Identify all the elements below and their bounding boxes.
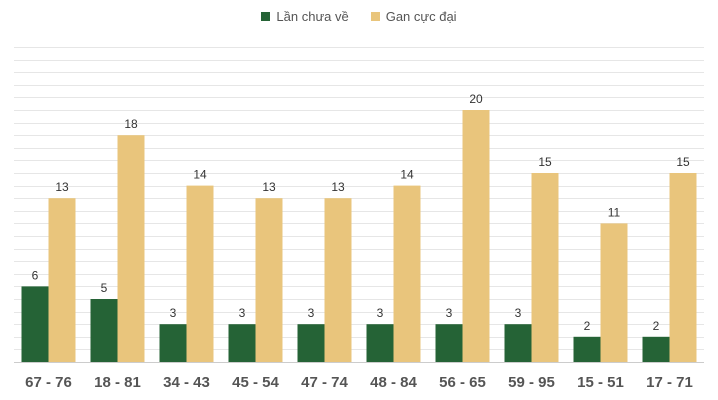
bar-gan-cuc-dai[interactable]	[393, 185, 421, 362]
bar-lan-chua-ve[interactable]	[504, 324, 532, 362]
data-label: 13	[262, 180, 276, 194]
bar-lan-chua-ve[interactable]	[90, 299, 118, 362]
bar-gan-cuc-dai[interactable]	[117, 135, 145, 362]
data-label: 3	[515, 306, 522, 320]
legend-swatch-series-2	[370, 12, 380, 21]
data-label: 6	[32, 268, 39, 282]
x-tick-label: 48 - 84	[370, 374, 417, 391]
bar-gan-cuc-dai[interactable]	[600, 223, 628, 362]
data-label: 14	[400, 168, 414, 182]
x-tick-label: 18 - 81	[94, 374, 141, 391]
bars	[21, 110, 697, 362]
x-tick-label: 47 - 74	[301, 374, 348, 391]
bar-gan-cuc-dai[interactable]	[324, 198, 352, 362]
legend-label-series-2: Gan cực đại	[385, 9, 457, 24]
bar-lan-chua-ve[interactable]	[573, 336, 601, 362]
bar-lan-chua-ve[interactable]	[435, 324, 463, 362]
data-label: 3	[377, 306, 384, 320]
bar-lan-chua-ve[interactable]	[366, 324, 394, 362]
bar-gan-cuc-dai[interactable]	[186, 185, 214, 362]
data-label: 15	[538, 155, 552, 169]
data-label: 15	[676, 155, 690, 169]
data-label: 3	[308, 306, 315, 320]
data-label: 18	[124, 117, 138, 131]
legend: Lần chưa về Gan cực đại	[0, 9, 718, 24]
legend-swatch-series-1	[261, 12, 271, 21]
legend-item-series-2[interactable]: Gan cực đại	[370, 9, 457, 24]
legend-label-series-1: Lần chưa về	[276, 9, 349, 24]
x-tick-label: 15 - 51	[577, 374, 624, 391]
bar-gan-cuc-dai[interactable]	[531, 173, 559, 362]
bar-lan-chua-ve[interactable]	[159, 324, 187, 362]
data-label: 3	[170, 306, 177, 320]
data-label: 5	[101, 281, 108, 295]
data-label: 20	[469, 92, 483, 106]
legend-item-series-1[interactable]: Lần chưa về	[261, 9, 349, 24]
x-tick-label: 17 - 71	[646, 374, 693, 391]
data-label: 3	[446, 306, 453, 320]
x-tick-label: 67 - 76	[25, 374, 72, 391]
x-tick-label: 59 - 95	[508, 374, 555, 391]
data-label: 11	[608, 205, 621, 219]
bar-lan-chua-ve[interactable]	[21, 286, 49, 362]
bar-gan-cuc-dai[interactable]	[48, 198, 76, 362]
data-label: 3	[239, 306, 246, 320]
bar-lan-chua-ve[interactable]	[642, 336, 670, 362]
data-label: 13	[55, 180, 69, 194]
data-label: 13	[331, 180, 345, 194]
bar-lan-chua-ve[interactable]	[297, 324, 325, 362]
data-label: 14	[193, 168, 207, 182]
data-label: 2	[584, 319, 591, 333]
data-labels: 6 13 5 18 3 14 3 13 3 13 3 14 3 20 3 15 2 11 2 15	[32, 92, 690, 333]
x-tick-label: 45 - 54	[232, 374, 279, 391]
x-axis-tick-labels: 67 - 76 18 - 81 34 - 43 45 - 54 47 - 74 48 - …	[25, 374, 693, 391]
bar-lan-chua-ve[interactable]	[228, 324, 256, 362]
x-tick-label: 34 - 43	[163, 374, 210, 391]
data-label: 2	[653, 319, 660, 333]
bar-gan-cuc-dai[interactable]	[255, 198, 283, 362]
x-tick-label: 56 - 65	[439, 374, 486, 391]
bar-gan-cuc-dai[interactable]	[462, 110, 490, 362]
bar-gan-cuc-dai[interactable]	[669, 173, 697, 362]
